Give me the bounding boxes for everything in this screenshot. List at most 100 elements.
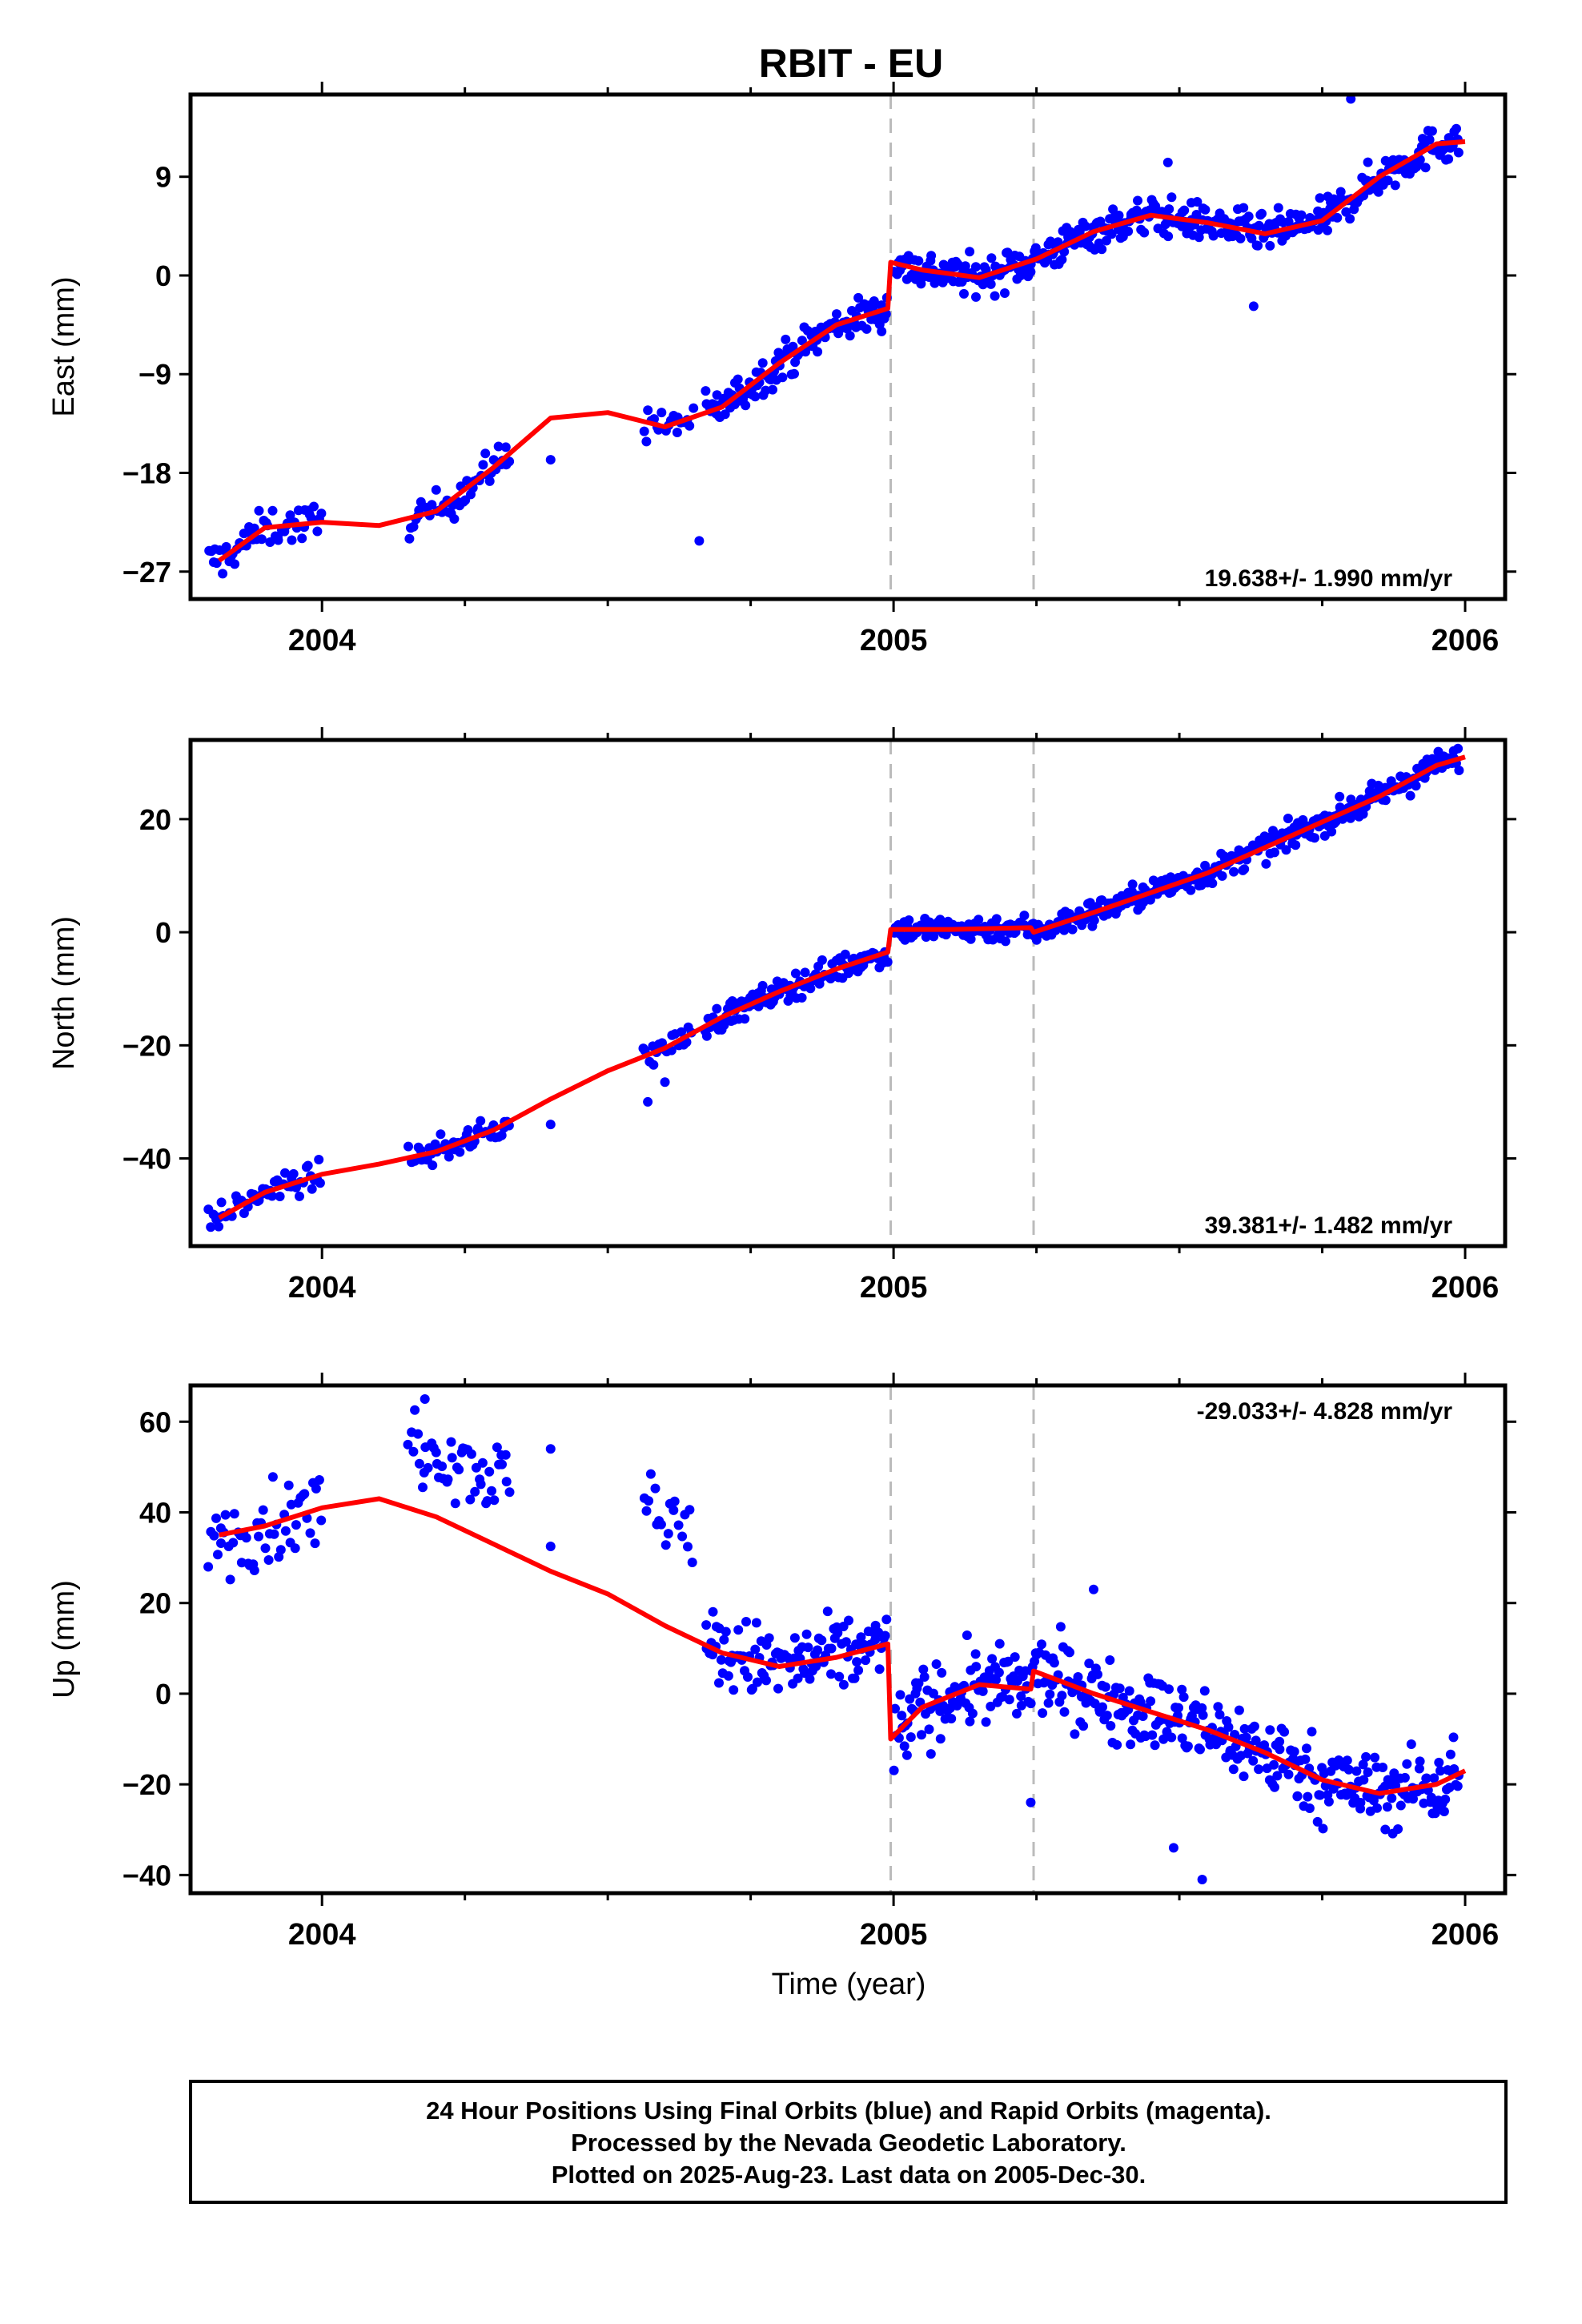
x-tick-label: 2004 — [288, 1918, 356, 1952]
figure-title: RBIT - EU — [759, 41, 944, 86]
data-point — [1390, 180, 1400, 191]
data-point — [918, 1664, 929, 1675]
data-point — [285, 510, 295, 521]
data-point-outlier — [545, 455, 556, 465]
data-point — [1368, 1795, 1379, 1806]
data-point — [1112, 1739, 1122, 1750]
data-point — [1443, 154, 1454, 164]
data-point — [267, 1191, 277, 1201]
data-point — [813, 1645, 823, 1655]
data-point — [1312, 1816, 1323, 1827]
data-point — [1166, 1732, 1177, 1743]
data-point-outlier — [1248, 301, 1259, 312]
data-point — [937, 1667, 947, 1678]
data-point — [256, 534, 267, 545]
data-point — [1070, 1729, 1080, 1739]
data-point — [960, 261, 970, 271]
rate-annotation: -29.033+/- 4.828 mm/yr — [1197, 1398, 1453, 1425]
data-point — [254, 1531, 263, 1542]
data-point — [689, 403, 699, 413]
data-point — [1323, 225, 1332, 235]
data-point — [1166, 192, 1177, 203]
data-point — [449, 514, 460, 524]
data-point — [1043, 1698, 1054, 1708]
data-point — [1351, 1766, 1362, 1776]
data-point — [1249, 1721, 1259, 1731]
data-point — [476, 1116, 486, 1126]
data-point — [768, 384, 777, 395]
data-point — [267, 1472, 278, 1482]
data-point — [1359, 1775, 1369, 1785]
data-point — [444, 1152, 454, 1162]
data-point — [643, 405, 653, 416]
data-point — [913, 1678, 924, 1688]
x-tick-label: 2006 — [1431, 1918, 1500, 1952]
data-point — [466, 1449, 476, 1459]
panels-group: −27 −18 −9 0 9 2004 2005 2006 East (mm) 19.638+/-… — [47, 82, 1516, 1952]
y-tick-label: 0 — [155, 259, 171, 292]
data-point — [741, 400, 751, 411]
data-point — [645, 1469, 656, 1479]
data-point — [714, 1678, 724, 1688]
data-point — [1380, 1824, 1391, 1835]
data-point — [841, 1637, 851, 1647]
data-point — [1124, 1686, 1134, 1696]
data-point — [1234, 1705, 1244, 1715]
data-point-outlier — [1026, 1797, 1036, 1807]
data-point-outlier — [660, 1077, 670, 1088]
data-point — [478, 460, 488, 470]
data-point — [1182, 1741, 1193, 1751]
data-point — [805, 983, 816, 994]
data-point — [1055, 1622, 1066, 1632]
data-point — [496, 1130, 507, 1140]
data-point — [1253, 240, 1263, 251]
data-point — [650, 1483, 661, 1494]
data-point — [877, 326, 887, 336]
data-point — [834, 1671, 845, 1682]
data-point — [1186, 885, 1196, 895]
data-point — [1279, 1727, 1290, 1737]
data-point — [673, 1520, 684, 1530]
data-point-outlier — [694, 536, 705, 546]
data-point — [404, 533, 415, 544]
data-point — [316, 1515, 327, 1526]
data-point — [315, 1178, 325, 1188]
data-point — [897, 1711, 907, 1721]
data-point — [1200, 204, 1211, 215]
data-point — [861, 324, 872, 334]
data-point-outlier — [1346, 94, 1356, 104]
data-point — [981, 1717, 991, 1727]
data-point — [427, 500, 437, 510]
data-point — [447, 1453, 457, 1463]
rate-annotation: 39.381+/- 1.482 mm/yr — [1205, 1212, 1453, 1239]
data-point — [1405, 790, 1415, 801]
data-point — [1057, 1691, 1067, 1701]
data-point — [1393, 1824, 1403, 1834]
data-point — [295, 1191, 304, 1201]
data-point — [1135, 1697, 1146, 1707]
data-point — [288, 1168, 299, 1179]
y-tick-label: 0 — [155, 916, 171, 949]
data-point — [1408, 1794, 1418, 1804]
data-point — [1307, 1727, 1317, 1737]
data-point — [817, 955, 827, 965]
data-point — [813, 347, 823, 357]
data-point — [1414, 1763, 1424, 1774]
data-point — [801, 1629, 812, 1639]
data-point — [1373, 187, 1383, 197]
data-point — [1200, 860, 1211, 870]
data-point — [1164, 204, 1174, 215]
data-point — [1239, 203, 1249, 213]
data-point — [904, 915, 914, 925]
data-point — [303, 1160, 313, 1171]
data-point — [661, 1540, 671, 1550]
data-point — [216, 1538, 226, 1548]
data-point — [648, 1059, 659, 1070]
data-point — [852, 1657, 862, 1667]
data-point — [1106, 1721, 1116, 1731]
data-point — [832, 309, 841, 320]
data-point — [1315, 1790, 1325, 1800]
data-point — [211, 1513, 221, 1523]
data-point — [1065, 1647, 1074, 1658]
data-point — [1049, 1658, 1059, 1668]
